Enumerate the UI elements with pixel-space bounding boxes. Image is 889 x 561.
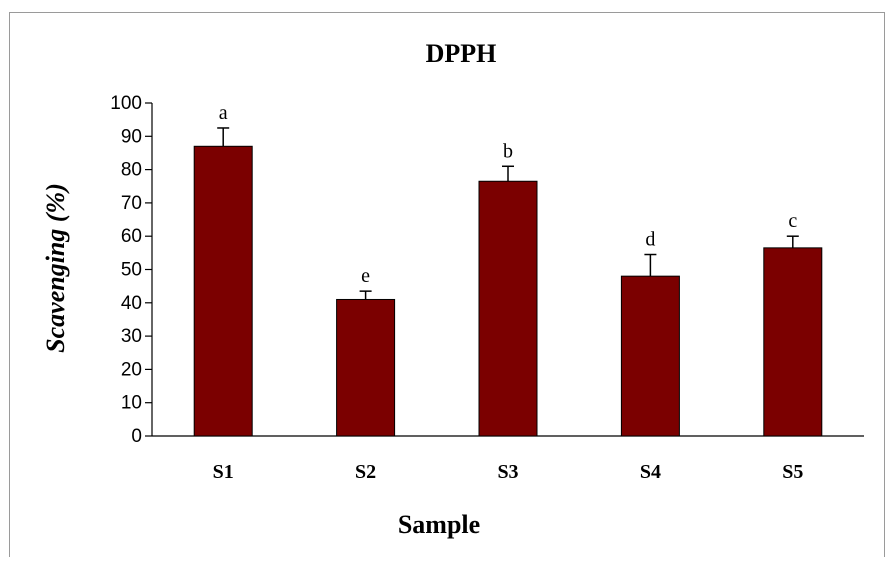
x-axis-label: Sample: [398, 510, 480, 539]
x-tick-label-s4: S4: [640, 461, 661, 483]
y-axis-label: Scavenging (%): [41, 183, 70, 353]
y-axis-ticks: 0 10 20 30 40 50 60 70 80 90 100: [110, 93, 152, 447]
significance-letters: a e b d c: [219, 102, 798, 287]
y-tick-label: 20: [121, 359, 142, 380]
y-tick-label: 10: [121, 393, 142, 414]
significance-letter-s1: a: [219, 102, 228, 124]
significance-letter-s5: c: [788, 210, 797, 232]
y-tick-label: 70: [121, 193, 142, 214]
y-tick-label: 100: [110, 93, 142, 114]
x-axis-ticks: S1 S2 S3 S4 S5: [213, 461, 804, 483]
chart-frame: [9, 12, 885, 557]
y-tick-label: 30: [121, 326, 142, 347]
y-tick-label: 90: [121, 126, 142, 147]
y-tick-label: 50: [121, 260, 142, 281]
bar-s5: [763, 247, 823, 437]
bar-s1: [193, 145, 253, 437]
error-bars: [217, 127, 799, 300]
x-tick-label-s2: S2: [355, 461, 376, 483]
x-tick-label-s3: S3: [497, 461, 518, 483]
bars: [193, 145, 823, 437]
significance-letter-s3: b: [503, 140, 513, 162]
bar-s2: [336, 298, 396, 437]
bar-s3: [478, 180, 538, 437]
x-tick-label-s1: S1: [213, 461, 234, 483]
x-tick-label-s5: S5: [782, 461, 803, 483]
significance-letter-s4: d: [645, 229, 655, 251]
y-tick-label: 60: [121, 226, 142, 247]
bar-s4: [620, 275, 680, 437]
chart-title: DPPH: [426, 39, 497, 68]
y-tick-label: 0: [131, 426, 142, 447]
significance-letter-s2: e: [361, 265, 370, 287]
y-tick-label: 40: [121, 293, 142, 314]
y-tick-label: 80: [121, 160, 142, 181]
